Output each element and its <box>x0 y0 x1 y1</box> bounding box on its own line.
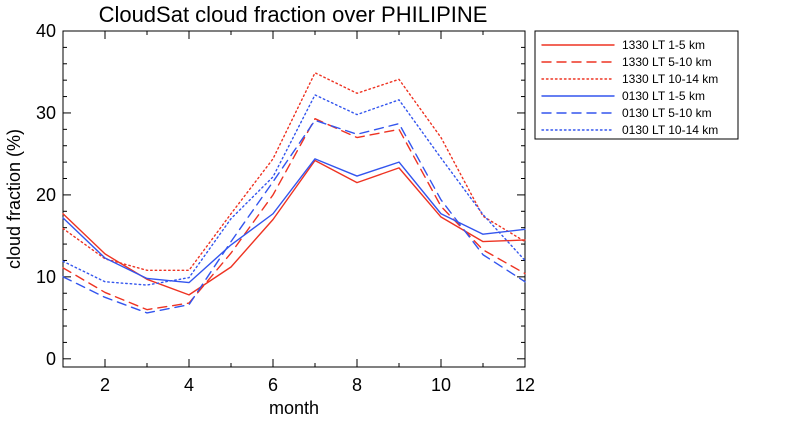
series-point <box>314 94 317 97</box>
series-point <box>440 205 443 208</box>
series-point <box>188 293 191 296</box>
plot-frame <box>62 30 526 368</box>
series-point <box>356 136 359 139</box>
series-point <box>62 212 65 215</box>
series-point <box>62 275 65 278</box>
series-point <box>398 122 401 125</box>
series-line <box>62 72 526 271</box>
y-tick-label: 30 <box>36 103 56 123</box>
series-point <box>398 98 401 101</box>
series-line <box>62 117 526 311</box>
series-point <box>356 133 359 136</box>
x-tick-label: 8 <box>352 375 362 395</box>
series-point <box>104 253 107 256</box>
series-point <box>314 71 317 74</box>
series-point <box>524 240 527 243</box>
series-point <box>482 248 485 251</box>
series-point <box>104 257 107 260</box>
series-point <box>146 277 149 280</box>
series-point <box>440 216 443 219</box>
x-tick-label: 6 <box>268 375 278 395</box>
series-point <box>398 128 401 131</box>
series-point <box>314 157 317 160</box>
legend-label: 0130 LT 10-14 km <box>622 123 718 137</box>
series-point <box>188 303 191 306</box>
y-tick-label: 20 <box>36 185 56 205</box>
x-tick-label: 10 <box>431 375 451 395</box>
series-point <box>524 272 527 275</box>
series-point <box>440 212 443 215</box>
legend: 1330 LT 1-5 km 1330 LT 5-10 km 1330 LT 10-… <box>534 30 739 140</box>
series-point <box>230 240 233 243</box>
series-point <box>398 78 401 81</box>
y-tick-label: 40 <box>36 21 56 41</box>
x-tick-label: 12 <box>515 375 535 395</box>
series-line <box>62 94 526 286</box>
chart-title: CloudSat cloud fraction over PHILIPINE <box>99 2 488 27</box>
series-point <box>524 259 527 262</box>
series-point <box>104 296 107 299</box>
series-point <box>482 240 485 243</box>
series-point <box>146 312 149 315</box>
series-point <box>188 281 191 284</box>
series-point <box>188 276 191 279</box>
series-point <box>356 113 359 116</box>
series-point <box>272 180 275 183</box>
series-point <box>146 308 149 311</box>
series-line <box>62 159 526 296</box>
series-point <box>356 181 359 184</box>
series-point <box>272 212 275 215</box>
legend-label: 1330 LT 10-14 km <box>622 72 718 86</box>
series-point <box>272 175 275 178</box>
legend-label: 1330 LT 5-10 km <box>622 55 712 69</box>
y-tick-label: 0 <box>46 349 56 369</box>
series-point <box>482 253 485 256</box>
series-point <box>356 92 359 95</box>
series-point <box>230 252 233 255</box>
series-point <box>104 291 107 294</box>
series-line <box>62 158 526 284</box>
legend-label: 1330 LT 1-5 km <box>622 38 705 52</box>
series-point <box>440 198 443 201</box>
series-point <box>230 266 233 269</box>
legend-label: 0130 LT 1-5 km <box>622 89 705 103</box>
plot-area: 2 4 6 8 10 12 0 10 20 30 40 <box>36 21 535 395</box>
series-point <box>524 228 527 231</box>
series-point <box>188 269 191 272</box>
series-point <box>524 280 527 283</box>
series-point <box>440 157 443 160</box>
legend-box <box>534 30 739 140</box>
y-axis-label: cloud fraction (%) <box>4 129 24 269</box>
series-point <box>104 280 107 283</box>
series-point <box>230 217 233 220</box>
series-point <box>398 161 401 164</box>
series-point <box>356 175 359 178</box>
series-point <box>482 213 485 216</box>
series-point <box>62 227 65 230</box>
series-point <box>62 216 65 219</box>
series-point <box>440 136 443 139</box>
legend-label: 0130 LT 5-10 km <box>622 106 712 120</box>
x-tick-label: 4 <box>184 375 194 395</box>
series-point <box>146 269 149 272</box>
series-point <box>272 194 275 197</box>
series-point <box>482 233 485 236</box>
series-point <box>146 284 149 287</box>
series-line <box>62 119 526 314</box>
series-point <box>314 119 317 122</box>
x-axis-label: month <box>269 398 319 418</box>
series-point <box>272 157 275 160</box>
y-tick-label: 10 <box>36 267 56 287</box>
x-tick-label: 2 <box>100 375 110 395</box>
series-point <box>62 266 65 269</box>
series-point <box>62 260 65 263</box>
series-point <box>230 212 233 215</box>
series-point <box>272 218 275 221</box>
series-point <box>230 243 233 246</box>
series-point <box>398 166 401 169</box>
